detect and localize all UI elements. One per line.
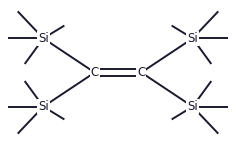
Text: Si: Si [187, 100, 198, 113]
Text: Si: Si [38, 32, 49, 45]
Text: Si: Si [38, 100, 49, 113]
Text: Si: Si [187, 32, 198, 45]
Text: C: C [91, 66, 99, 79]
Text: C: C [137, 66, 145, 79]
